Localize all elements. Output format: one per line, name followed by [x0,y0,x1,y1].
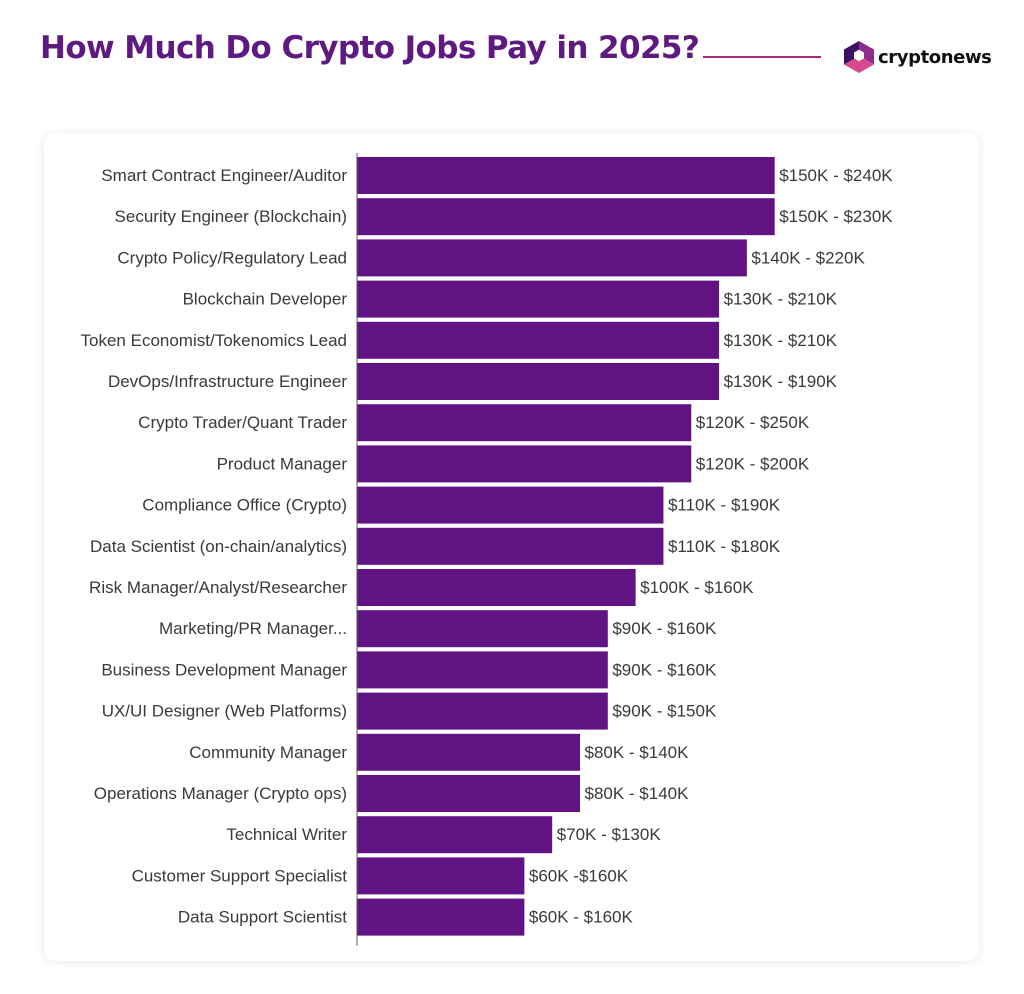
salary-range-label: $90K - $160K [612,619,717,638]
salary-range-label: $120K - $200K [696,454,810,473]
salary-bar [357,610,608,648]
category-label: Product Manager [217,454,348,473]
salary-range-label: $130K - $210K [724,290,838,309]
salary-bar [357,569,636,606]
salary-bar [357,733,580,771]
salary-bar [357,404,692,442]
category-label: Blockchain Developer [183,290,348,309]
salary-range-label: $130K - $190K [724,372,838,391]
category-label: Technical Writer [226,825,347,844]
category-label: Compliance Office (Crypto) [142,496,347,515]
salary-bar [357,527,664,565]
salary-range-label: $110K - $180K [668,537,781,556]
category-label: UX/UI Designer (Web Platforms) [102,702,347,721]
salary-range-label: $140K - $220K [751,248,865,267]
logo-wordmark: cryptonews [878,47,992,68]
title-divider [703,56,821,58]
bar-chart: Smart Contract Engineer/Auditor $150K - $… [81,153,893,946]
page-title: How Much Do Crypto Jobs Pay in 2025? [40,30,700,66]
salary-range-label: $150K - $230K [779,207,893,226]
category-label: Data Scientist (on-chain/analytics) [90,537,347,556]
salary-bar [357,486,664,524]
salary-bar [357,898,525,936]
salary-bar [357,692,608,730]
salary-range-label: $60K -$160K [529,866,629,885]
cryptonews-logo-icon [844,41,874,73]
category-label: Community Manager [189,743,347,762]
salary-range-label: $60K - $160K [529,908,634,927]
salary-range-label: $80K - $140K [585,743,690,762]
salary-range-label: $80K - $140K [585,784,690,803]
salary-bar [357,363,720,400]
category-label: Token Economist/Tokenomics Lead [81,331,347,350]
category-label: Crypto Policy/Regulatory Lead [117,248,347,267]
salary-bar [357,239,747,277]
salary-range-label: $150K - $240K [779,166,893,185]
category-label: Customer Support Specialist [132,866,348,885]
salary-bar [357,857,525,895]
category-label: Security Engineer (Blockchain) [115,207,347,226]
salary-range-label: $70K - $130K [557,825,662,844]
salary-range-label: $100K - $160K [640,578,754,597]
salary-range-label: $130K - $210K [724,331,838,350]
salary-range-label: $90K - $160K [612,660,717,679]
salary-bar [357,651,608,689]
category-label: Smart Contract Engineer/Auditor [101,166,347,185]
salary-range-label: $90K - $150K [612,702,717,721]
chart-card: Smart Contract Engineer/Auditor $150K - $… [44,133,979,961]
category-label: Marketing/PR Manager... [159,619,347,638]
salary-bar [357,157,775,194]
category-label: Operations Manager (Crypto ops) [94,784,347,803]
salary-bar [357,280,720,318]
category-label: Risk Manager/Analyst/Researcher [89,578,347,597]
category-label: Data Support Scientist [178,908,347,927]
category-label: DevOps/Infrastructure Engineer [108,372,347,391]
salary-range-label: $120K - $250K [696,413,810,432]
salary-range-label: $110K - $190K [668,496,781,515]
salary-bar [357,816,553,854]
category-label: Crypto Trader/Quant Trader [138,413,347,432]
salary-bar [357,198,775,236]
salary-bar [357,775,580,812]
salary-bar [357,321,720,359]
category-label: Business Development Manager [101,660,347,679]
salary-bar [357,445,692,483]
